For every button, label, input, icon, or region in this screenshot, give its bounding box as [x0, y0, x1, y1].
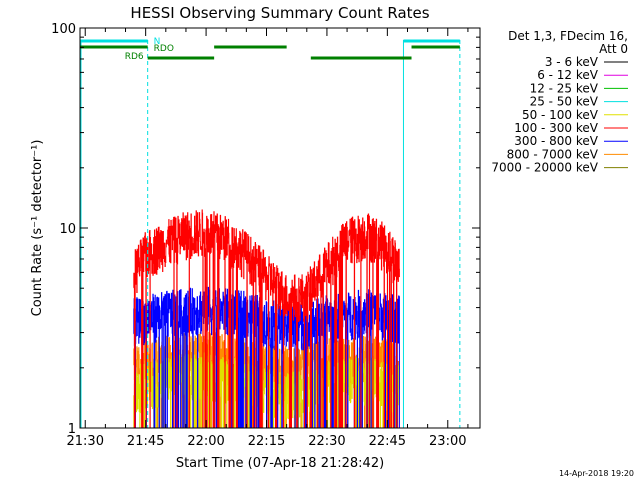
x-tick-label: 21:45 — [127, 434, 164, 449]
x-tick-label: 22:15 — [248, 434, 285, 449]
y-tick-label: 1 — [68, 422, 76, 437]
legend-header-line-1: Det 1,3, FDecim 16, — [508, 29, 628, 43]
axis-layer: 21:30 21:45 22:00 22:15 22:30 22:45 23:00 1 10 10… — [51, 22, 480, 449]
legend-entry-label: 300 - 800 keV — [514, 134, 598, 148]
chart-title: HESSI Observing Summary Count Rates — [130, 4, 429, 22]
y-tick-label: 100 — [51, 22, 76, 37]
x-tick-label: 22:45 — [369, 434, 406, 449]
legend-entry-label: 800 - 7000 keV — [507, 147, 599, 161]
legend-entry-label: 3 - 6 keV — [545, 55, 599, 69]
x-tick-label: 23:00 — [429, 434, 466, 449]
legend-entry-label: 100 - 300 keV — [514, 121, 598, 135]
footer-timestamp: 14-Apr-2018 19:20 — [559, 469, 634, 478]
legend-entry-label: 7000 - 20000 keV — [491, 161, 598, 175]
series-line-100-300keV — [133, 209, 400, 429]
x-axis-label: Start Time (07-Apr-18 21:28:42) — [176, 456, 384, 471]
y-tick-label: 10 — [59, 222, 76, 237]
legend-entry-label: 50 - 100 keV — [522, 108, 599, 122]
legend-header-line-2: Att 0 — [599, 42, 628, 56]
legend-entry-label: 6 - 12 keV — [537, 68, 599, 82]
x-tick-label: 22:00 — [187, 434, 224, 449]
flag-label-rdo: RDO — [154, 44, 174, 54]
legend-entry-label: 25 - 50 keV — [530, 95, 599, 109]
y-axis-label: Count Rate (s⁻¹ detector⁻¹) — [30, 140, 45, 317]
flag-label-n: N — [154, 37, 161, 47]
x-tick-label: 21:30 — [67, 434, 104, 449]
flag-label-rd6: RD6 — [125, 52, 144, 62]
legend-entry-label: 12 - 25 keV — [530, 81, 599, 95]
x-tick-label: 22:30 — [308, 434, 345, 449]
